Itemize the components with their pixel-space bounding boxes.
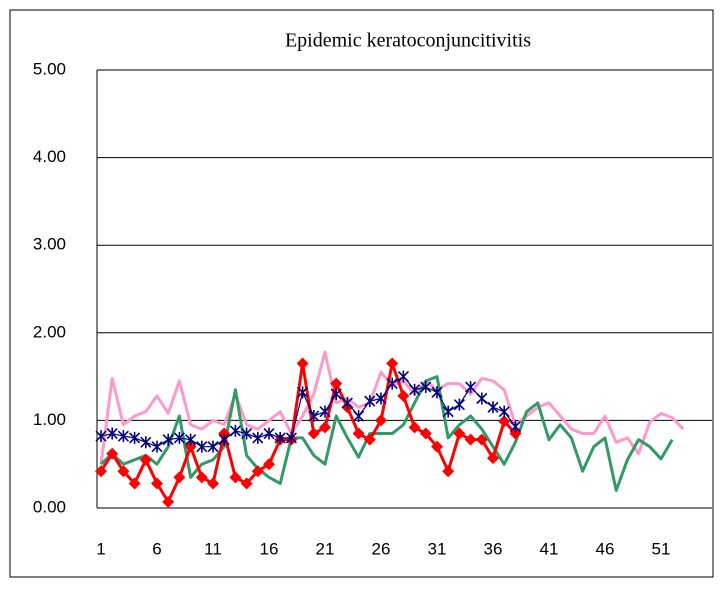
data-point xyxy=(296,357,309,370)
data-point xyxy=(397,370,409,383)
data-point xyxy=(465,381,477,394)
x-tick-label: 11 xyxy=(204,539,222,558)
series-line xyxy=(99,375,674,492)
data-point xyxy=(353,410,365,423)
data-point xyxy=(218,433,230,446)
data-point xyxy=(117,430,129,443)
data-point xyxy=(263,458,275,471)
data-point xyxy=(476,392,488,405)
data-point xyxy=(375,392,387,405)
data-point xyxy=(408,421,421,434)
data-point xyxy=(251,465,264,478)
chart-title: Epidemic keratoconjuncitivitis xyxy=(285,30,531,52)
data-point xyxy=(442,465,455,478)
data-point xyxy=(509,420,521,433)
y-tick-label: 1.00 xyxy=(33,410,66,429)
data-point xyxy=(117,465,130,478)
y-tick-label: 2.00 xyxy=(33,322,66,341)
data-point xyxy=(341,396,353,409)
data-point xyxy=(162,433,174,446)
data-point xyxy=(297,386,309,399)
x-tick-label: 31 xyxy=(428,539,447,558)
x-tick-label: 21 xyxy=(316,539,335,558)
data-point xyxy=(139,453,152,466)
data-point xyxy=(308,410,320,423)
y-tick-label: 4.00 xyxy=(33,147,66,166)
data-point xyxy=(252,431,264,444)
data-point xyxy=(386,377,398,390)
data-point xyxy=(151,440,163,453)
data-point xyxy=(162,495,175,508)
y-tick-label: 0.00 xyxy=(33,497,66,516)
data-point xyxy=(475,433,488,446)
x-tick-label: 6 xyxy=(152,539,161,558)
x-tick-label: 51 xyxy=(652,539,671,558)
data-point xyxy=(263,427,275,440)
data-point xyxy=(185,433,197,446)
data-point xyxy=(106,447,119,460)
x-tick-label: 16 xyxy=(260,539,279,558)
data-point xyxy=(241,427,253,440)
data-point xyxy=(106,427,118,440)
y-tick-label: 5.00 xyxy=(33,59,66,78)
data-point xyxy=(431,440,443,453)
data-point xyxy=(487,452,499,465)
data-point xyxy=(173,471,186,484)
data-point xyxy=(330,377,343,390)
data-point xyxy=(319,421,331,434)
data-point xyxy=(129,431,141,444)
data-point xyxy=(196,440,208,453)
data-point xyxy=(352,427,365,440)
data-point xyxy=(285,431,297,444)
data-point xyxy=(274,431,286,444)
data-point xyxy=(140,436,152,449)
data-point xyxy=(207,440,219,453)
data-point xyxy=(229,424,241,437)
data-point xyxy=(330,388,342,401)
x-tick-label: 1 xyxy=(96,539,105,558)
data-point xyxy=(464,433,477,446)
data-point xyxy=(498,405,510,418)
data-point xyxy=(397,389,410,402)
data-point xyxy=(487,401,499,414)
data-point xyxy=(128,477,141,490)
data-point xyxy=(195,471,208,484)
data-point xyxy=(319,405,331,418)
data-point xyxy=(229,471,242,484)
data-point xyxy=(95,430,107,443)
data-point xyxy=(420,381,432,394)
data-point xyxy=(453,427,466,440)
data-point xyxy=(207,477,219,490)
y-tick-label: 3.00 xyxy=(33,235,66,254)
data-point xyxy=(375,414,387,427)
x-tick-label: 41 xyxy=(540,539,559,558)
x-tick-label: 36 xyxy=(484,539,503,558)
data-point xyxy=(95,465,107,478)
data-point xyxy=(419,427,432,440)
data-point xyxy=(442,405,454,418)
series-line xyxy=(100,376,516,448)
data-point xyxy=(386,357,399,370)
data-point xyxy=(453,398,465,411)
data-point xyxy=(173,431,185,444)
data-point xyxy=(409,383,421,396)
x-tick-label: 46 xyxy=(596,539,615,558)
data-point xyxy=(240,477,253,490)
data-point xyxy=(431,386,443,399)
data-point xyxy=(498,415,511,428)
data-point xyxy=(364,395,376,408)
chart-frame xyxy=(9,9,714,578)
x-tick-label: 26 xyxy=(372,539,391,558)
data-point xyxy=(363,433,376,446)
data-point xyxy=(151,477,163,490)
data-point xyxy=(307,427,320,440)
